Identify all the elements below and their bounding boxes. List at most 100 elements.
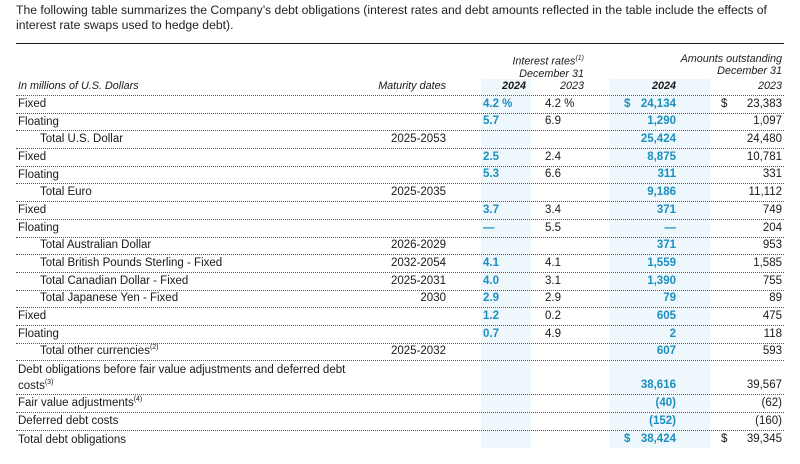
rate-2024: 4.0 [483, 274, 499, 287]
table-row: Fixed 3.7 3.4 371 749 [16, 202, 784, 220]
row-label: Total debt obligations [18, 433, 127, 446]
interest-rates-header: Interest rates(1) December 31 [512, 55, 584, 80]
rate-2023: 4.9 [545, 327, 561, 340]
table-top-rule [16, 43, 784, 44]
rate-2024: 2.5 [483, 150, 499, 163]
rate-2023-header: 2023 [560, 80, 585, 92]
amount-2023: 1,097 [753, 115, 782, 128]
table-row: Total British Pounds Sterling - Fixed 203… [16, 255, 784, 273]
amount-2023: 331 [762, 168, 782, 181]
rate-2024: 3.7 [483, 203, 499, 216]
amount-2023: 24,480 [746, 133, 782, 146]
amount-2024: 1,390 [647, 274, 676, 287]
rate-2023: 3.4 [545, 203, 561, 216]
amount-2023: (160) [755, 414, 782, 427]
maturity-dates: 2025-2053 [391, 133, 446, 146]
rate-2023: 2.9 [545, 292, 561, 305]
currency-symbol: $ [721, 97, 728, 110]
table-row: Floating 5.7 6.9 1,290 1,097 [16, 113, 784, 132]
maturity-dates: 2032-2054 [391, 256, 446, 269]
amount-2024: 371 [656, 203, 676, 216]
row-label: Total U.S. Dollar [40, 133, 124, 146]
table-row: Total Australian Dollar 2026-2029 371 953 [16, 237, 784, 256]
row-label: Fixed [18, 309, 47, 322]
rate-2023: 0.2 [545, 309, 561, 322]
row-label: Total Euro [40, 186, 92, 199]
amount-2024: 605 [656, 309, 676, 322]
table-row: Total Japanese Yen - Fixed 2030 2.9 2.9 79 89 [16, 290, 784, 309]
amount-2023: 39,567 [746, 379, 782, 392]
table-row: Total debt obligations $ $38,424 39,345 [16, 430, 784, 449]
table-row: Floating 5.3 6.6 311 331 [16, 166, 784, 185]
amount-2024: 79 [663, 292, 676, 305]
amount-2023-header: 2023 [757, 80, 782, 92]
amount-2024: (152) [649, 414, 676, 427]
amount-2023: (62) [761, 397, 782, 409]
amounts-outstanding-header: Amounts outstanding December 31 [680, 53, 782, 77]
rate-2023: 6.6 [545, 168, 561, 181]
amount-2023: 89 [769, 292, 782, 305]
rate-2024: — [483, 221, 495, 234]
table-row: Fixed 2.5 2.4 8,875 10,781 [16, 149, 784, 167]
table-row: Debt obligations before fair value adjus… [16, 361, 784, 396]
currency-symbol: $ [624, 433, 631, 446]
maturity-dates: 2026-2029 [391, 239, 446, 252]
debt-table: In millions of U.S. Dollars Maturity dat… [16, 79, 784, 449]
row-label: Total Japanese Yen - Fixed [40, 292, 179, 305]
amount-2023: 749 [762, 203, 782, 216]
table-row: Floating — 5.5 — 204 [16, 219, 784, 238]
amount-2023: 39,345 [746, 433, 782, 446]
amount-2024: 607 [656, 345, 676, 358]
amount-2023: 11,112 [748, 186, 782, 199]
amount-2024: 1,559 [647, 256, 676, 269]
rate-2024: 5.3 [483, 168, 499, 181]
amount-2024: (40) [655, 397, 676, 409]
table-row: Fixed 4.2 % 4.2 % $ $24,134 23,383 [16, 96, 784, 114]
amount-2024: 311 [657, 168, 676, 181]
currency-symbol: $ [624, 97, 631, 110]
amount-2023: 953 [762, 239, 782, 252]
rate-2024: 4.1 [483, 256, 499, 269]
rate-2023: 4.1 [545, 256, 561, 269]
rate-2024: 1.2 [483, 309, 499, 322]
amount-2023: 23,383 [746, 97, 782, 110]
amount-2024: 1,290 [647, 115, 676, 128]
units-label: In millions of U.S. Dollars [18, 80, 139, 92]
rate-2024-header: 2024 [502, 80, 527, 92]
amount-2023: 10,781 [746, 150, 782, 163]
row-label: Total other currencies(2) [40, 344, 159, 358]
row-label: Fixed [18, 97, 47, 110]
amount-2023: 755 [762, 274, 782, 287]
amount-2023: 475 [762, 309, 782, 322]
row-label: Debt obligations before fair value adjus… [18, 364, 346, 392]
row-label: Floating [18, 221, 59, 234]
maturity-dates: 2025-2035 [391, 186, 446, 199]
amount-2023: 204 [762, 221, 782, 234]
currency-symbol: $ [721, 433, 728, 446]
table-row: Fixed 1.2 0.2 605 475 [16, 308, 784, 326]
amount-2024: 25,424 [640, 133, 676, 146]
rate-2023: 5.5 [545, 221, 561, 234]
rate-2024: 4.2 % [483, 97, 513, 110]
row-label: Fixed [18, 150, 47, 163]
table-row: Fair value adjustments(4) (40) (62) [16, 395, 784, 413]
row-label: Total Canadian Dollar - Fixed [40, 274, 189, 287]
row-label: Fixed [18, 203, 47, 216]
rate-2024: 0.7 [483, 327, 499, 340]
table-row: Total Euro 2025-2035 9,186 11,112 [16, 184, 784, 203]
rate-2024: 5.7 [483, 115, 499, 128]
table-row: Deferred debt costs (152) (160) [16, 413, 784, 431]
maturity-dates: 2030 [420, 292, 446, 305]
rate-2023: 4.2 % [545, 97, 575, 110]
table-header-row: In millions of U.S. Dollars Maturity dat… [16, 79, 784, 96]
amount-2024: 38,424 [640, 433, 676, 446]
row-label: Deferred debt costs [18, 414, 119, 427]
maturity-dates: 2025-2031 [391, 274, 446, 287]
rate-2023: 3.1 [545, 274, 561, 287]
row-label: Total British Pounds Sterling - Fixed [40, 256, 223, 269]
row-label: Floating [18, 168, 59, 181]
amount-2024: — [664, 221, 677, 234]
row-label: Total Australian Dollar [40, 239, 152, 252]
row-label: Fair value adjustments(4) [18, 396, 143, 409]
row-label: Floating [18, 327, 59, 340]
